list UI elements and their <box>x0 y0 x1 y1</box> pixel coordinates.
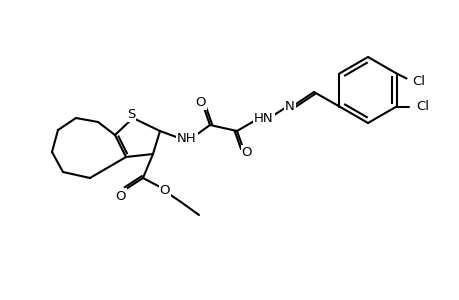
Text: O: O <box>159 184 170 197</box>
Text: S: S <box>127 107 135 121</box>
Text: HN: HN <box>254 112 273 124</box>
Text: Cl: Cl <box>416 100 429 113</box>
Text: N: N <box>285 100 294 113</box>
Text: NH: NH <box>177 131 196 145</box>
Text: O: O <box>196 95 206 109</box>
Text: O: O <box>241 146 252 160</box>
Text: O: O <box>116 190 126 202</box>
Text: Cl: Cl <box>412 75 425 88</box>
